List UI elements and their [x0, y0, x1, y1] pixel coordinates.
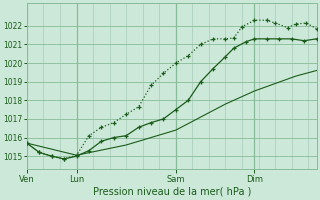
X-axis label: Pression niveau de la mer( hPa ): Pression niveau de la mer( hPa ) — [92, 187, 251, 197]
